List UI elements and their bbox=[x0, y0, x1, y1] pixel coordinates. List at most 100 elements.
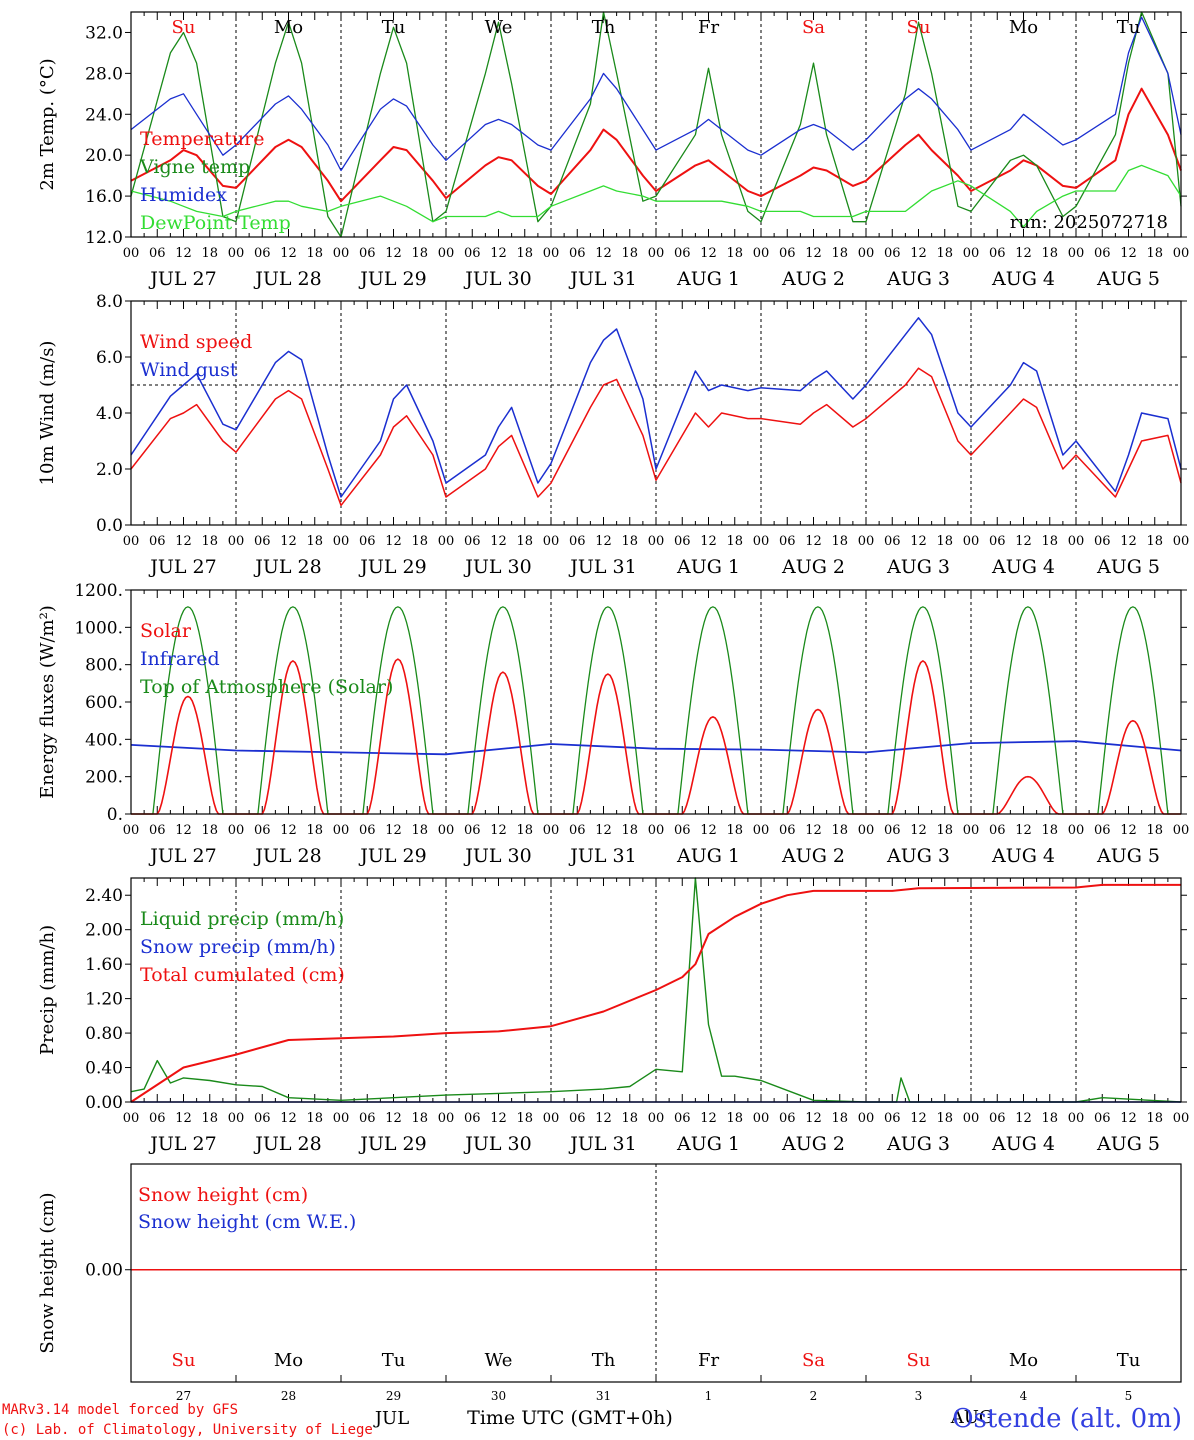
hour-tick-label: 00 bbox=[648, 534, 665, 549]
date-label: AUG 4 bbox=[991, 845, 1055, 867]
hour-tick-label: 06 bbox=[989, 246, 1006, 261]
hour-tick-label: 06 bbox=[674, 246, 691, 261]
hour-tick-label: 06 bbox=[884, 534, 901, 549]
hour-tick-label: 12 bbox=[1015, 1111, 1032, 1126]
hour-tick-label: 18 bbox=[726, 1111, 743, 1126]
legend-entry: Snow height (cm) bbox=[138, 1184, 308, 1206]
y-tick-label: 32.0 bbox=[85, 23, 123, 43]
hour-tick-label: 06 bbox=[674, 1111, 691, 1126]
weekday-label: Th bbox=[592, 17, 616, 38]
weekday-label: We bbox=[485, 1350, 513, 1371]
hour-tick-label: 18 bbox=[621, 246, 638, 261]
hour-tick-label: 00 bbox=[543, 534, 560, 549]
hour-tick-label: 12 bbox=[700, 534, 717, 549]
date-label: AUG 5 bbox=[1096, 556, 1160, 578]
month-label: AUG bbox=[950, 1407, 994, 1428]
hour-tick-label: 18 bbox=[936, 823, 953, 838]
hour-tick-label: 06 bbox=[569, 246, 586, 261]
y-axis-label: 10m Wind (m/s) bbox=[37, 341, 58, 486]
hour-tick-label: 18 bbox=[516, 534, 533, 549]
hour-tick-label: 12 bbox=[1120, 1111, 1137, 1126]
hour-tick-label: 18 bbox=[621, 823, 638, 838]
day-number: 3 bbox=[915, 1389, 923, 1403]
hour-tick-label: 06 bbox=[1094, 823, 1111, 838]
wind-panel-frame bbox=[130, 300, 1182, 526]
hour-tick-label: 00 bbox=[123, 823, 140, 838]
temperature-panel-frame bbox=[130, 11, 1182, 238]
hour-tick-label: 18 bbox=[201, 1111, 218, 1126]
hour-tick-label: 12 bbox=[175, 1111, 192, 1126]
y-tick-label: 0. bbox=[107, 805, 123, 825]
legend-entry: Infrared bbox=[140, 648, 220, 670]
hour-tick-label: 06 bbox=[884, 1111, 901, 1126]
run-label: run: 2025072718 bbox=[1010, 212, 1168, 233]
weekday-label: Sa bbox=[802, 17, 825, 38]
hour-tick-label: 00 bbox=[648, 246, 665, 261]
series-line bbox=[130, 740, 1182, 756]
legend-entry: Solar bbox=[140, 620, 192, 642]
hour-tick-label: 00 bbox=[1173, 1111, 1190, 1126]
hour-tick-label: 12 bbox=[280, 1111, 297, 1126]
legend-entry: Snow precip (mm/h) bbox=[140, 936, 336, 958]
hour-tick-label: 00 bbox=[228, 823, 245, 838]
weekday-label: Th bbox=[592, 1350, 616, 1371]
y-tick-label: 800. bbox=[85, 656, 123, 676]
y-axis-label: Precip (mm/h) bbox=[37, 925, 58, 1055]
hour-tick-label: 00 bbox=[228, 1111, 245, 1126]
energy-panel-frame bbox=[130, 589, 1182, 815]
y-tick-label: 0.00 bbox=[85, 1261, 123, 1281]
hour-tick-label: 18 bbox=[621, 534, 638, 549]
date-label: AUG 3 bbox=[886, 556, 950, 578]
date-label: AUG 2 bbox=[781, 845, 845, 867]
hour-tick-label: 18 bbox=[306, 823, 323, 838]
hour-tick-label: 06 bbox=[989, 1111, 1006, 1126]
date-label: JUL 29 bbox=[358, 556, 426, 578]
hour-tick-label: 06 bbox=[149, 246, 166, 261]
weekday-label: Su bbox=[907, 17, 931, 38]
hour-tick-label: 00 bbox=[228, 534, 245, 549]
hour-tick-label: 18 bbox=[831, 823, 848, 838]
legend-entry: Snow height (cm W.E.) bbox=[138, 1211, 356, 1233]
hour-tick-label: 12 bbox=[1120, 246, 1137, 261]
hour-tick-label: 06 bbox=[464, 246, 481, 261]
weekday-label: Tu bbox=[1117, 17, 1141, 38]
date-label: JUL 31 bbox=[568, 268, 636, 290]
weekday-label: Fr bbox=[698, 17, 719, 38]
day-number: 4 bbox=[1020, 1389, 1028, 1403]
y-tick-label: 6.0 bbox=[96, 348, 123, 368]
date-label: JUL 27 bbox=[148, 556, 216, 578]
date-label: JUL 31 bbox=[568, 556, 636, 578]
hour-tick-label: 18 bbox=[936, 246, 953, 261]
precip-panel-frame bbox=[130, 877, 1182, 1103]
hour-tick-label: 18 bbox=[1146, 823, 1163, 838]
hour-tick-label: 00 bbox=[1173, 246, 1190, 261]
hour-tick-label: 12 bbox=[595, 1111, 612, 1126]
hour-tick-label: 18 bbox=[411, 1111, 428, 1126]
hour-tick-label: 12 bbox=[490, 534, 507, 549]
day-number: 1 bbox=[705, 1389, 713, 1403]
weekday-label: We bbox=[485, 17, 513, 38]
y-tick-label: 20.0 bbox=[85, 146, 123, 166]
hour-tick-label: 18 bbox=[201, 534, 218, 549]
hour-tick-label: 00 bbox=[543, 246, 560, 261]
y-axis-label: Energy fluxes (W/m²) bbox=[37, 605, 58, 799]
hour-tick-label: 18 bbox=[831, 1111, 848, 1126]
hour-tick-label: 00 bbox=[1068, 534, 1085, 549]
weekday-label: Mo bbox=[1009, 1350, 1038, 1371]
hour-tick-label: 00 bbox=[753, 1111, 770, 1126]
legend-entry: Wind speed bbox=[140, 331, 252, 353]
hour-tick-label: 12 bbox=[910, 534, 927, 549]
hour-tick-label: 18 bbox=[1146, 534, 1163, 549]
hour-tick-label: 18 bbox=[621, 1111, 638, 1126]
y-tick-label: 2.0 bbox=[96, 460, 123, 480]
hour-tick-label: 12 bbox=[280, 823, 297, 838]
date-label: JUL 27 bbox=[148, 268, 216, 290]
date-label: JUL 29 bbox=[358, 845, 426, 867]
date-label: AUG 1 bbox=[676, 556, 740, 578]
hour-tick-label: 12 bbox=[490, 1111, 507, 1126]
date-label: AUG 4 bbox=[991, 556, 1055, 578]
hour-tick-label: 12 bbox=[700, 1111, 717, 1126]
hour-tick-label: 12 bbox=[490, 246, 507, 261]
hour-tick-label: 06 bbox=[569, 534, 586, 549]
hour-tick-label: 18 bbox=[201, 246, 218, 261]
